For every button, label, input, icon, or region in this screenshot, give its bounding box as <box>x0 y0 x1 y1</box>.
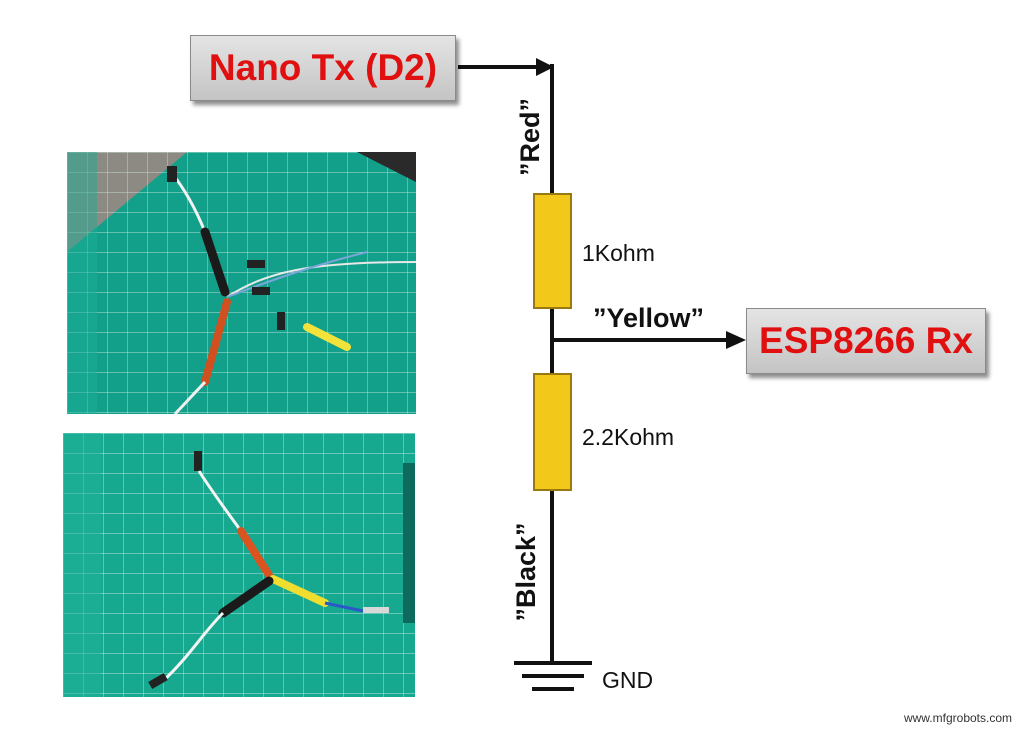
nano-tx-label-box: Nano Tx (D2) <box>190 35 456 101</box>
red-wire-label: ”Red” <box>515 98 545 177</box>
black-wire-label: ”Black” <box>511 522 541 622</box>
resistor-1k <box>533 193 572 309</box>
wiring-photo-bottom-image <box>63 433 415 697</box>
yellow-wire-label: ”Yellow” <box>593 303 705 333</box>
resistor-2k2-label: 2.2Kohm <box>582 424 675 450</box>
wiring-photo-top <box>67 152 416 414</box>
ground-icon <box>514 661 592 691</box>
esp-rx-label: ESP8266 Rx <box>759 320 973 361</box>
nano-tx-label: Nano Tx (D2) <box>208 47 438 88</box>
arrow-head-right-icon <box>726 331 746 349</box>
wiring-photo-bottom <box>63 433 415 697</box>
resistor-2k2 <box>533 373 572 491</box>
resistor-1k-label: 1Kohm <box>582 240 655 266</box>
wiring-photo-top-image <box>67 152 416 414</box>
footer-watermark: www.mfgrobots.com <box>903 711 1012 725</box>
arrow-head-right-icon <box>536 58 554 76</box>
esp-rx-label-box: ESP8266 Rx <box>746 308 986 374</box>
ground-label: GND <box>602 667 654 693</box>
